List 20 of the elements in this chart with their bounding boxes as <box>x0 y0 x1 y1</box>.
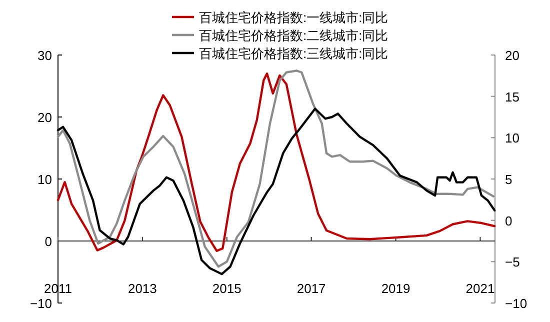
y2-tick-label: 15 <box>505 89 520 104</box>
y-tick-label: 0 <box>44 234 52 249</box>
y-tick-label: 20 <box>38 110 52 125</box>
y2-tick-label: 5 <box>505 172 512 187</box>
x-tick-label: 2021 <box>466 281 495 296</box>
y-tick-label: −10 <box>30 296 52 311</box>
y2-tick-label: 0 <box>505 213 512 228</box>
y-tick-label: 10 <box>38 172 52 187</box>
y2-tick-label: 10 <box>505 130 520 146</box>
x-tick-label: 2015 <box>212 281 242 296</box>
y2-tick-label: 20 <box>505 48 520 63</box>
y2-tick-label: −5 <box>505 254 520 270</box>
y2-tick-label: −10 <box>505 296 528 311</box>
legend-label: 百城住宅价格指数:三线城市:同比 <box>199 46 388 61</box>
y-tick-label: 30 <box>38 48 52 63</box>
x-tick-label: 2013 <box>128 281 157 296</box>
legend-label: 百城住宅价格指数:一线城市:同比 <box>199 10 388 25</box>
x-tick-label: 2019 <box>381 281 410 296</box>
x-tick-label: 2017 <box>296 281 326 296</box>
legend-label: 百城住宅价格指数:二线城市:同比 <box>199 28 388 43</box>
